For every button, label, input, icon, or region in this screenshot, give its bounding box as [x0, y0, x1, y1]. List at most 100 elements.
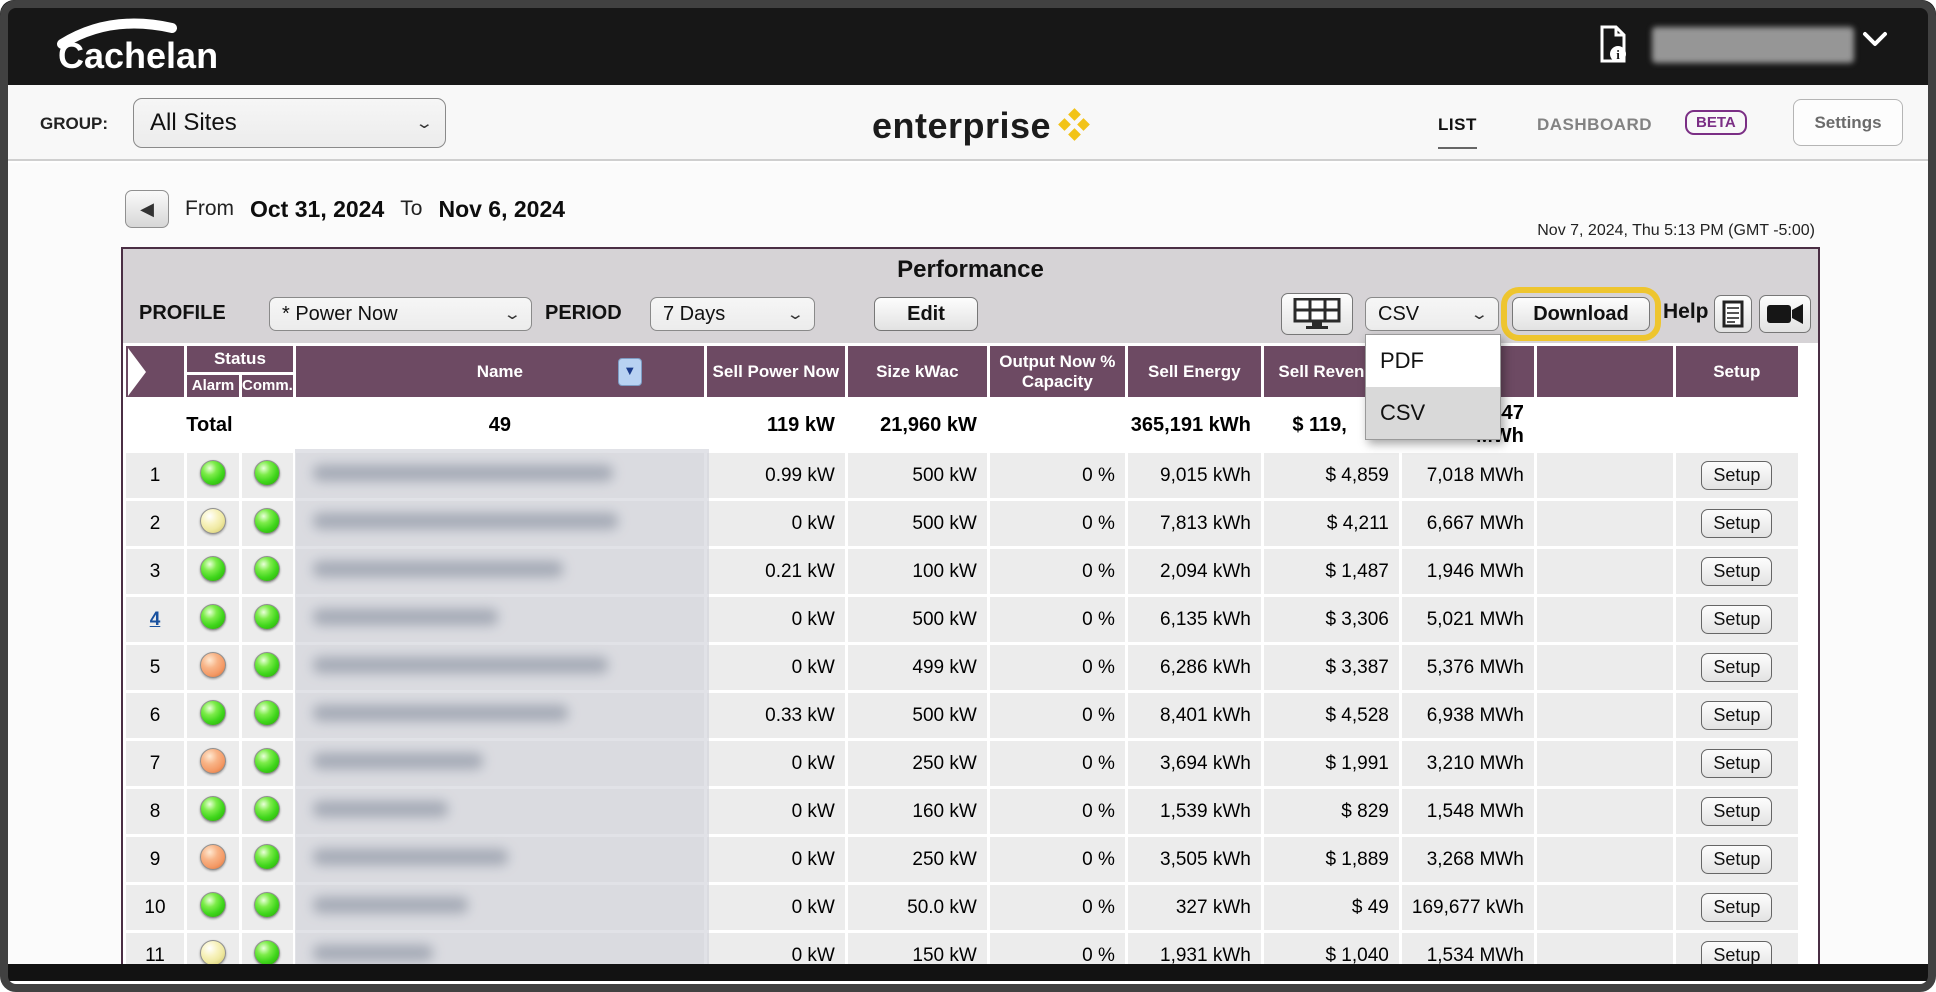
alarm-led-cell	[187, 645, 239, 690]
group-select[interactable]: All Sites ⌄	[133, 98, 446, 148]
output-cell: 0 %	[989, 501, 1125, 546]
comm-status-led-icon	[254, 507, 281, 534]
setup-cell: Setup	[1675, 837, 1798, 882]
help-label: Help	[1663, 300, 1709, 323]
sell-revenue-cell: $ 1,040	[1263, 933, 1399, 964]
redacted-site-name	[313, 657, 608, 673]
setup-cell: Setup	[1675, 693, 1798, 738]
table-view-button[interactable]	[1281, 293, 1353, 335]
sell-revenue-cell: $ 1,889	[1263, 837, 1399, 882]
logo-swoosh-icon	[57, 18, 177, 49]
profile-select[interactable]: * Power Now ⌄	[269, 297, 532, 331]
sell-energy-header[interactable]: Sell Energy	[1127, 346, 1261, 397]
setup-button[interactable]: Setup	[1701, 461, 1773, 490]
alarm-led-cell	[187, 741, 239, 786]
sell-power-cell: 0 kW	[706, 501, 845, 546]
tab-list[interactable]: LIST	[1438, 115, 1477, 149]
period-select[interactable]: 7 Days ⌄	[650, 297, 815, 331]
group-select-value: All Sites	[150, 109, 237, 136]
table-row: 6 0.33 kW 500 kW 0 % 8,401 kWh $ 4,528 6,938 M…	[126, 693, 1798, 738]
sell-energy-cell: 3,505 kWh	[1127, 837, 1261, 882]
enterprise-logo-text: enterprise	[872, 105, 1052, 146]
total-site-count: 49	[295, 400, 704, 450]
setup-button[interactable]: Setup	[1701, 557, 1773, 586]
setup-button[interactable]: Setup	[1701, 509, 1773, 538]
setup-button[interactable]: Setup	[1701, 749, 1773, 778]
comm-led-cell	[242, 645, 293, 690]
cachelan-logo[interactable]: Cachelan	[52, 18, 252, 81]
svg-text:i: i	[1616, 47, 1620, 62]
profile-select-value: * Power Now	[282, 302, 398, 325]
menu-item-pdf[interactable]: PDF	[1380, 348, 1424, 373]
sell-revenue-cell: $ 4,211	[1263, 501, 1399, 546]
total-setup-cell	[1675, 400, 1798, 450]
download-button[interactable]: Download	[1512, 297, 1650, 331]
expand-column-header[interactable]	[126, 346, 184, 397]
setup-button[interactable]: Setup	[1701, 845, 1773, 874]
alarm-status-led-icon	[200, 699, 226, 726]
row-number[interactable]: 4	[126, 597, 184, 642]
format-select[interactable]: CSV ⌄	[1365, 297, 1499, 331]
alarm-status-led-icon	[200, 747, 226, 774]
comm-led-cell	[242, 597, 293, 642]
alarm-led-cell	[187, 453, 239, 498]
site-names-redacted-overlay[interactable]	[295, 449, 709, 964]
table-row: 3 0.21 kW 100 kW 0 % 2,094 kWh $ 1,487 1,946 M…	[126, 549, 1798, 594]
comm-status-led-icon	[254, 459, 281, 486]
empty-cell	[1536, 885, 1673, 930]
help-video-button[interactable]	[1759, 295, 1811, 333]
empty-cell	[1536, 741, 1673, 786]
name-header[interactable]: Name ▼	[295, 346, 704, 397]
chevron-down-icon: ⌄	[415, 115, 435, 132]
size-cell: 50.0 kW	[847, 885, 987, 930]
lifetime-cell: 7,018 MWh	[1401, 453, 1534, 498]
comm-status-led-icon	[254, 555, 281, 582]
site-row-link[interactable]: 4	[149, 608, 161, 630]
comm-status-led-icon	[254, 891, 281, 918]
row-number: 1	[126, 453, 184, 498]
output-header[interactable]: Output Now % Capacity	[989, 346, 1125, 397]
grid-monitor-icon	[1293, 298, 1341, 329]
redacted-site-name	[313, 513, 618, 529]
period-select-value: 7 Days	[663, 302, 726, 325]
size-header[interactable]: Size kWac	[847, 346, 987, 397]
sell-energy-cell: 9,015 kWh	[1127, 453, 1261, 498]
sell-power-cell: 0 kW	[706, 741, 845, 786]
menu-item-csv[interactable]: CSV	[1366, 387, 1500, 439]
sell-power-header[interactable]: Sell Power Now	[706, 346, 845, 397]
setup-button[interactable]: Setup	[1701, 941, 1773, 964]
sort-chevron-icon[interactable]: ▼	[617, 357, 642, 386]
total-sell-energy: 365,191 kWh	[1127, 400, 1261, 450]
document-info-icon[interactable]: i	[1596, 24, 1630, 71]
sell-energy-cell: 3,694 kWh	[1127, 741, 1261, 786]
sell-revenue-cell: $ 829	[1263, 789, 1399, 834]
help-document-button[interactable]	[1714, 295, 1752, 333]
to-date[interactable]: Nov 6, 2024	[438, 195, 566, 222]
setup-button[interactable]: Setup	[1701, 653, 1773, 682]
size-cell: 100 kW	[847, 549, 987, 594]
current-timestamp: Nov 7, 2024, Thu 5:13 PM (GMT -5:00)	[1537, 222, 1815, 239]
comm-status-led-icon	[254, 795, 281, 822]
comm-status-led-icon	[254, 699, 281, 726]
setup-button[interactable]: Setup	[1701, 701, 1773, 730]
chevron-down-icon: ⌄	[786, 306, 806, 323]
from-date[interactable]: Oct 31, 2024	[250, 195, 385, 222]
account-chevron-down-icon[interactable]	[1862, 30, 1888, 53]
empty-cell	[1536, 693, 1673, 738]
nav-bar: GROUP: All Sites ⌄ enterprise LIST DASHB…	[0, 85, 1936, 161]
setup-cell: Setup	[1675, 501, 1798, 546]
comm-status-led-icon	[254, 603, 281, 630]
tab-dashboard[interactable]: DASHBOARD	[1537, 115, 1652, 134]
setup-button[interactable]: Setup	[1701, 605, 1773, 634]
edit-button[interactable]: Edit	[874, 297, 978, 331]
setup-button[interactable]: Setup	[1701, 893, 1773, 922]
settings-button[interactable]: Settings	[1793, 99, 1903, 146]
comm-led-cell	[242, 501, 293, 546]
total-empty-cell	[1536, 400, 1673, 450]
document-icon	[1722, 300, 1744, 328]
setup-button[interactable]: Setup	[1701, 797, 1773, 826]
empty-cell	[1536, 453, 1673, 498]
previous-period-button[interactable]: ◀	[125, 190, 169, 228]
account-name-redacted[interactable]	[1652, 27, 1854, 63]
top-bar: Cachelan i	[0, 0, 1936, 85]
